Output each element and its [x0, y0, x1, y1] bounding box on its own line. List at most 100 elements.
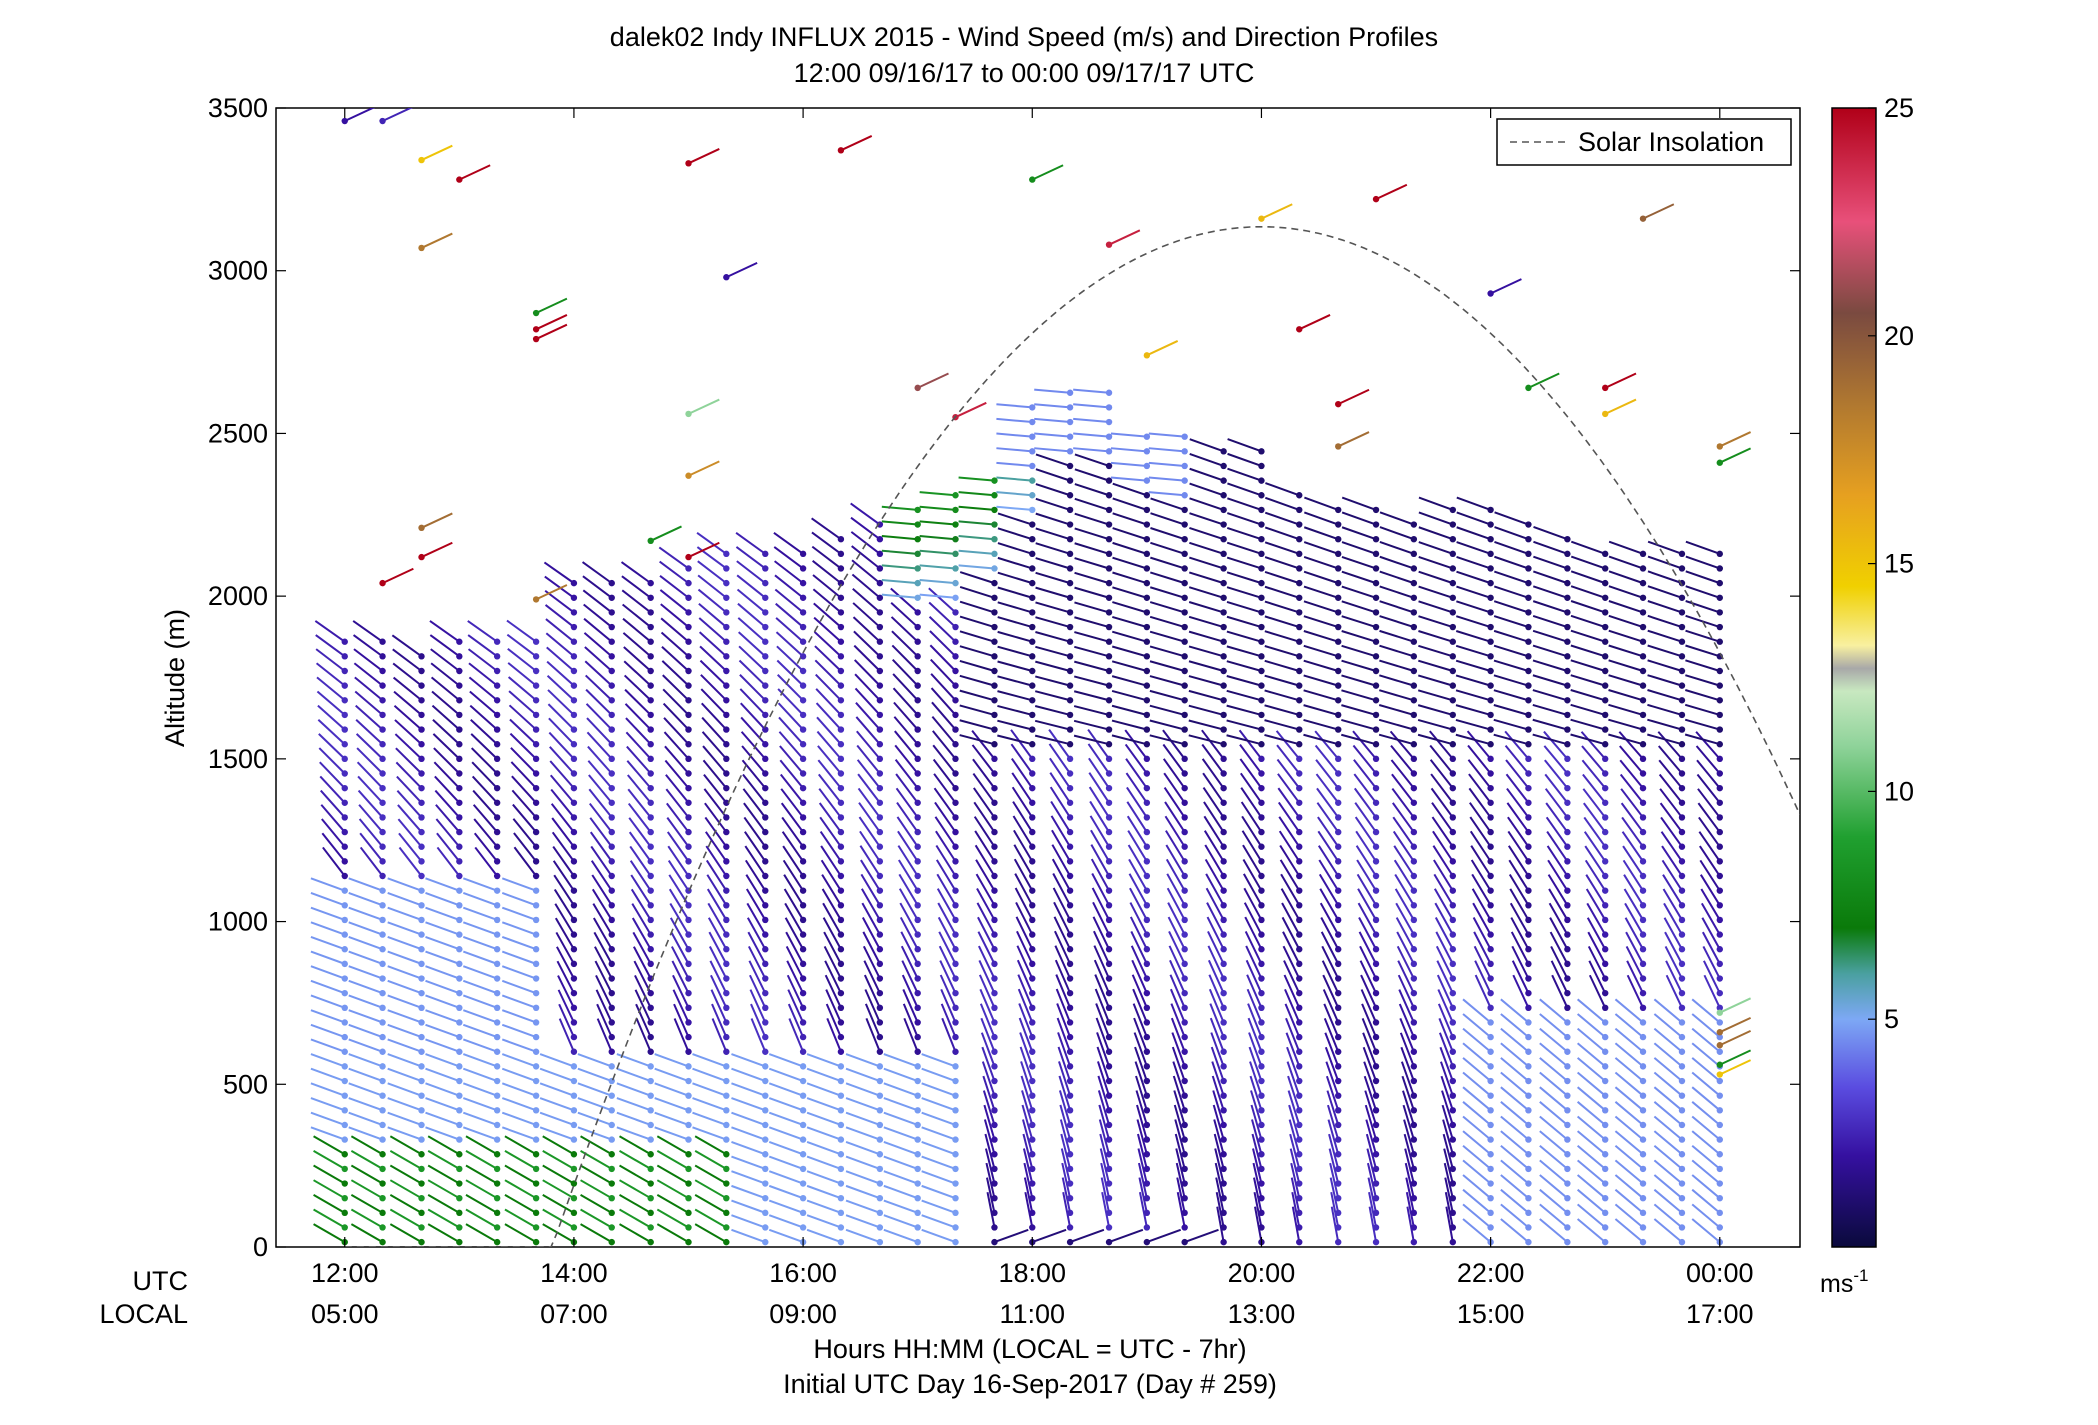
wind-barb-shaft — [1507, 845, 1530, 877]
x-tick-label-local: 13:00 — [1228, 1299, 1296, 1329]
wind-barb-point — [914, 902, 921, 909]
wind-barb-point — [1181, 594, 1188, 601]
wind-barb-point — [952, 594, 959, 601]
wind-barb-shaft — [738, 645, 766, 672]
wind-barb-point — [685, 711, 692, 719]
wind-barb-point — [1525, 1224, 1532, 1231]
wind-barb-point — [647, 1048, 654, 1055]
wind-barb-shaft — [702, 759, 728, 789]
wind-barb-shaft — [577, 1067, 613, 1082]
wind-barb-shaft — [1244, 931, 1263, 965]
wind-barb-shaft — [310, 1126, 346, 1141]
wind-barb-shaft — [1099, 1148, 1111, 1184]
wind-barb-shaft — [1169, 974, 1186, 1009]
wind-barb-point — [1372, 535, 1380, 543]
wind-barb-point — [1449, 975, 1457, 982]
wind-barb-shaft — [1020, 1061, 1034, 1096]
wind-barb-shaft — [619, 1179, 652, 1200]
wind-barb-point — [837, 1180, 845, 1187]
wind-barb-point — [837, 770, 845, 777]
wind-barb-point — [991, 799, 998, 806]
wind-barb-shaft — [1462, 1013, 1492, 1038]
wind-barb-point — [1066, 946, 1074, 953]
wind-barb-shaft — [1587, 931, 1607, 965]
wind-barb-point — [1525, 1004, 1532, 1012]
wind-barb-point — [723, 1048, 730, 1055]
wind-barb-point — [1029, 565, 1036, 572]
wind-barb-point — [799, 1194, 807, 1202]
wind-barb-point — [1181, 887, 1188, 894]
wind-barb-shaft — [1608, 659, 1644, 672]
wind-barb-point — [608, 975, 615, 982]
wind-barb-shaft — [1227, 452, 1262, 467]
wind-barb-shaft — [1469, 802, 1492, 833]
wind-barb-point — [1181, 902, 1188, 909]
wind-barb-point — [379, 916, 386, 924]
wind-barb-point — [1181, 799, 1188, 806]
wind-barb-point — [379, 858, 386, 865]
wind-barb-point — [1296, 711, 1303, 719]
wind-barb-shaft — [1303, 659, 1339, 672]
wind-barb-point — [914, 989, 921, 997]
wind-barb-shaft — [1532, 689, 1568, 702]
wind-barb-shaft — [1435, 931, 1454, 965]
wind-barb-point — [532, 814, 540, 821]
wind-barb-shaft — [921, 1067, 956, 1082]
wind-barb-point — [1066, 1033, 1074, 1041]
wind-barb-point — [991, 535, 998, 543]
wind-barb-point — [1564, 1180, 1571, 1187]
wind-barb-point — [1410, 623, 1418, 631]
wind-barb-point — [1525, 902, 1532, 909]
wind-barb-point — [723, 1209, 730, 1217]
wind-barb-shaft — [1444, 1191, 1454, 1228]
wind-barb-shaft — [664, 759, 690, 789]
x-tick-label-utc: 18:00 — [998, 1258, 1066, 1288]
wind-barb-point — [1105, 902, 1113, 909]
wind-barb-shaft — [462, 1038, 498, 1053]
wind-barb-shaft — [1099, 1133, 1111, 1170]
wind-barb-shaft — [348, 935, 383, 951]
wind-barb-shaft — [1290, 1177, 1301, 1214]
wind-barb-shaft — [1051, 858, 1071, 892]
wind-barb-point — [1716, 1180, 1723, 1187]
wind-barb-point — [876, 1165, 884, 1173]
wind-barb-shaft — [1035, 527, 1071, 541]
wind-barb-shaft — [1361, 1003, 1377, 1038]
wind-barb-point — [532, 1136, 540, 1143]
wind-barb-point — [647, 1063, 654, 1070]
wind-barb-point — [685, 682, 692, 689]
wind-barb-point — [532, 1180, 540, 1187]
wind-barb-shaft — [1035, 645, 1071, 658]
wind-barb-point — [876, 1224, 884, 1231]
wind-barb-shaft — [1393, 859, 1415, 892]
wind-barb-shaft — [845, 1097, 881, 1112]
wind-barb-point — [1564, 1238, 1571, 1246]
wind-barb-shaft — [659, 574, 690, 599]
wind-barb-point — [1220, 609, 1227, 616]
wind-barb-point — [647, 946, 654, 953]
wind-barb-shaft — [959, 734, 995, 746]
wind-barb-shaft — [710, 974, 728, 1009]
wind-barb-point — [1487, 916, 1494, 924]
wind-barb-shaft — [806, 1067, 842, 1082]
wind-barb-point — [570, 916, 578, 924]
wind-barb-point — [341, 1033, 348, 1041]
wind-barb-point — [1639, 1194, 1647, 1202]
wind-barb-shaft — [1395, 902, 1415, 936]
wind-barb-shaft — [1417, 718, 1454, 731]
wind-barb-point — [1602, 410, 1609, 418]
wind-barb-shaft — [745, 888, 767, 921]
x-tick-label-local: 05:00 — [311, 1299, 379, 1329]
wind-barb-shaft — [427, 1223, 460, 1243]
wind-barb-shaft — [1149, 719, 1185, 731]
wind-barb-shaft — [1303, 630, 1339, 643]
wind-barb-shaft — [883, 1082, 919, 1097]
wind-barb-point — [1678, 843, 1686, 850]
wind-barb-shaft — [348, 1053, 383, 1068]
wind-barb-point — [1258, 448, 1265, 455]
wind-barb-shaft — [545, 618, 575, 643]
wind-barb-point — [341, 1048, 348, 1055]
wind-barb-shaft — [768, 1053, 804, 1068]
wind-barb-point — [1716, 1019, 1723, 1026]
